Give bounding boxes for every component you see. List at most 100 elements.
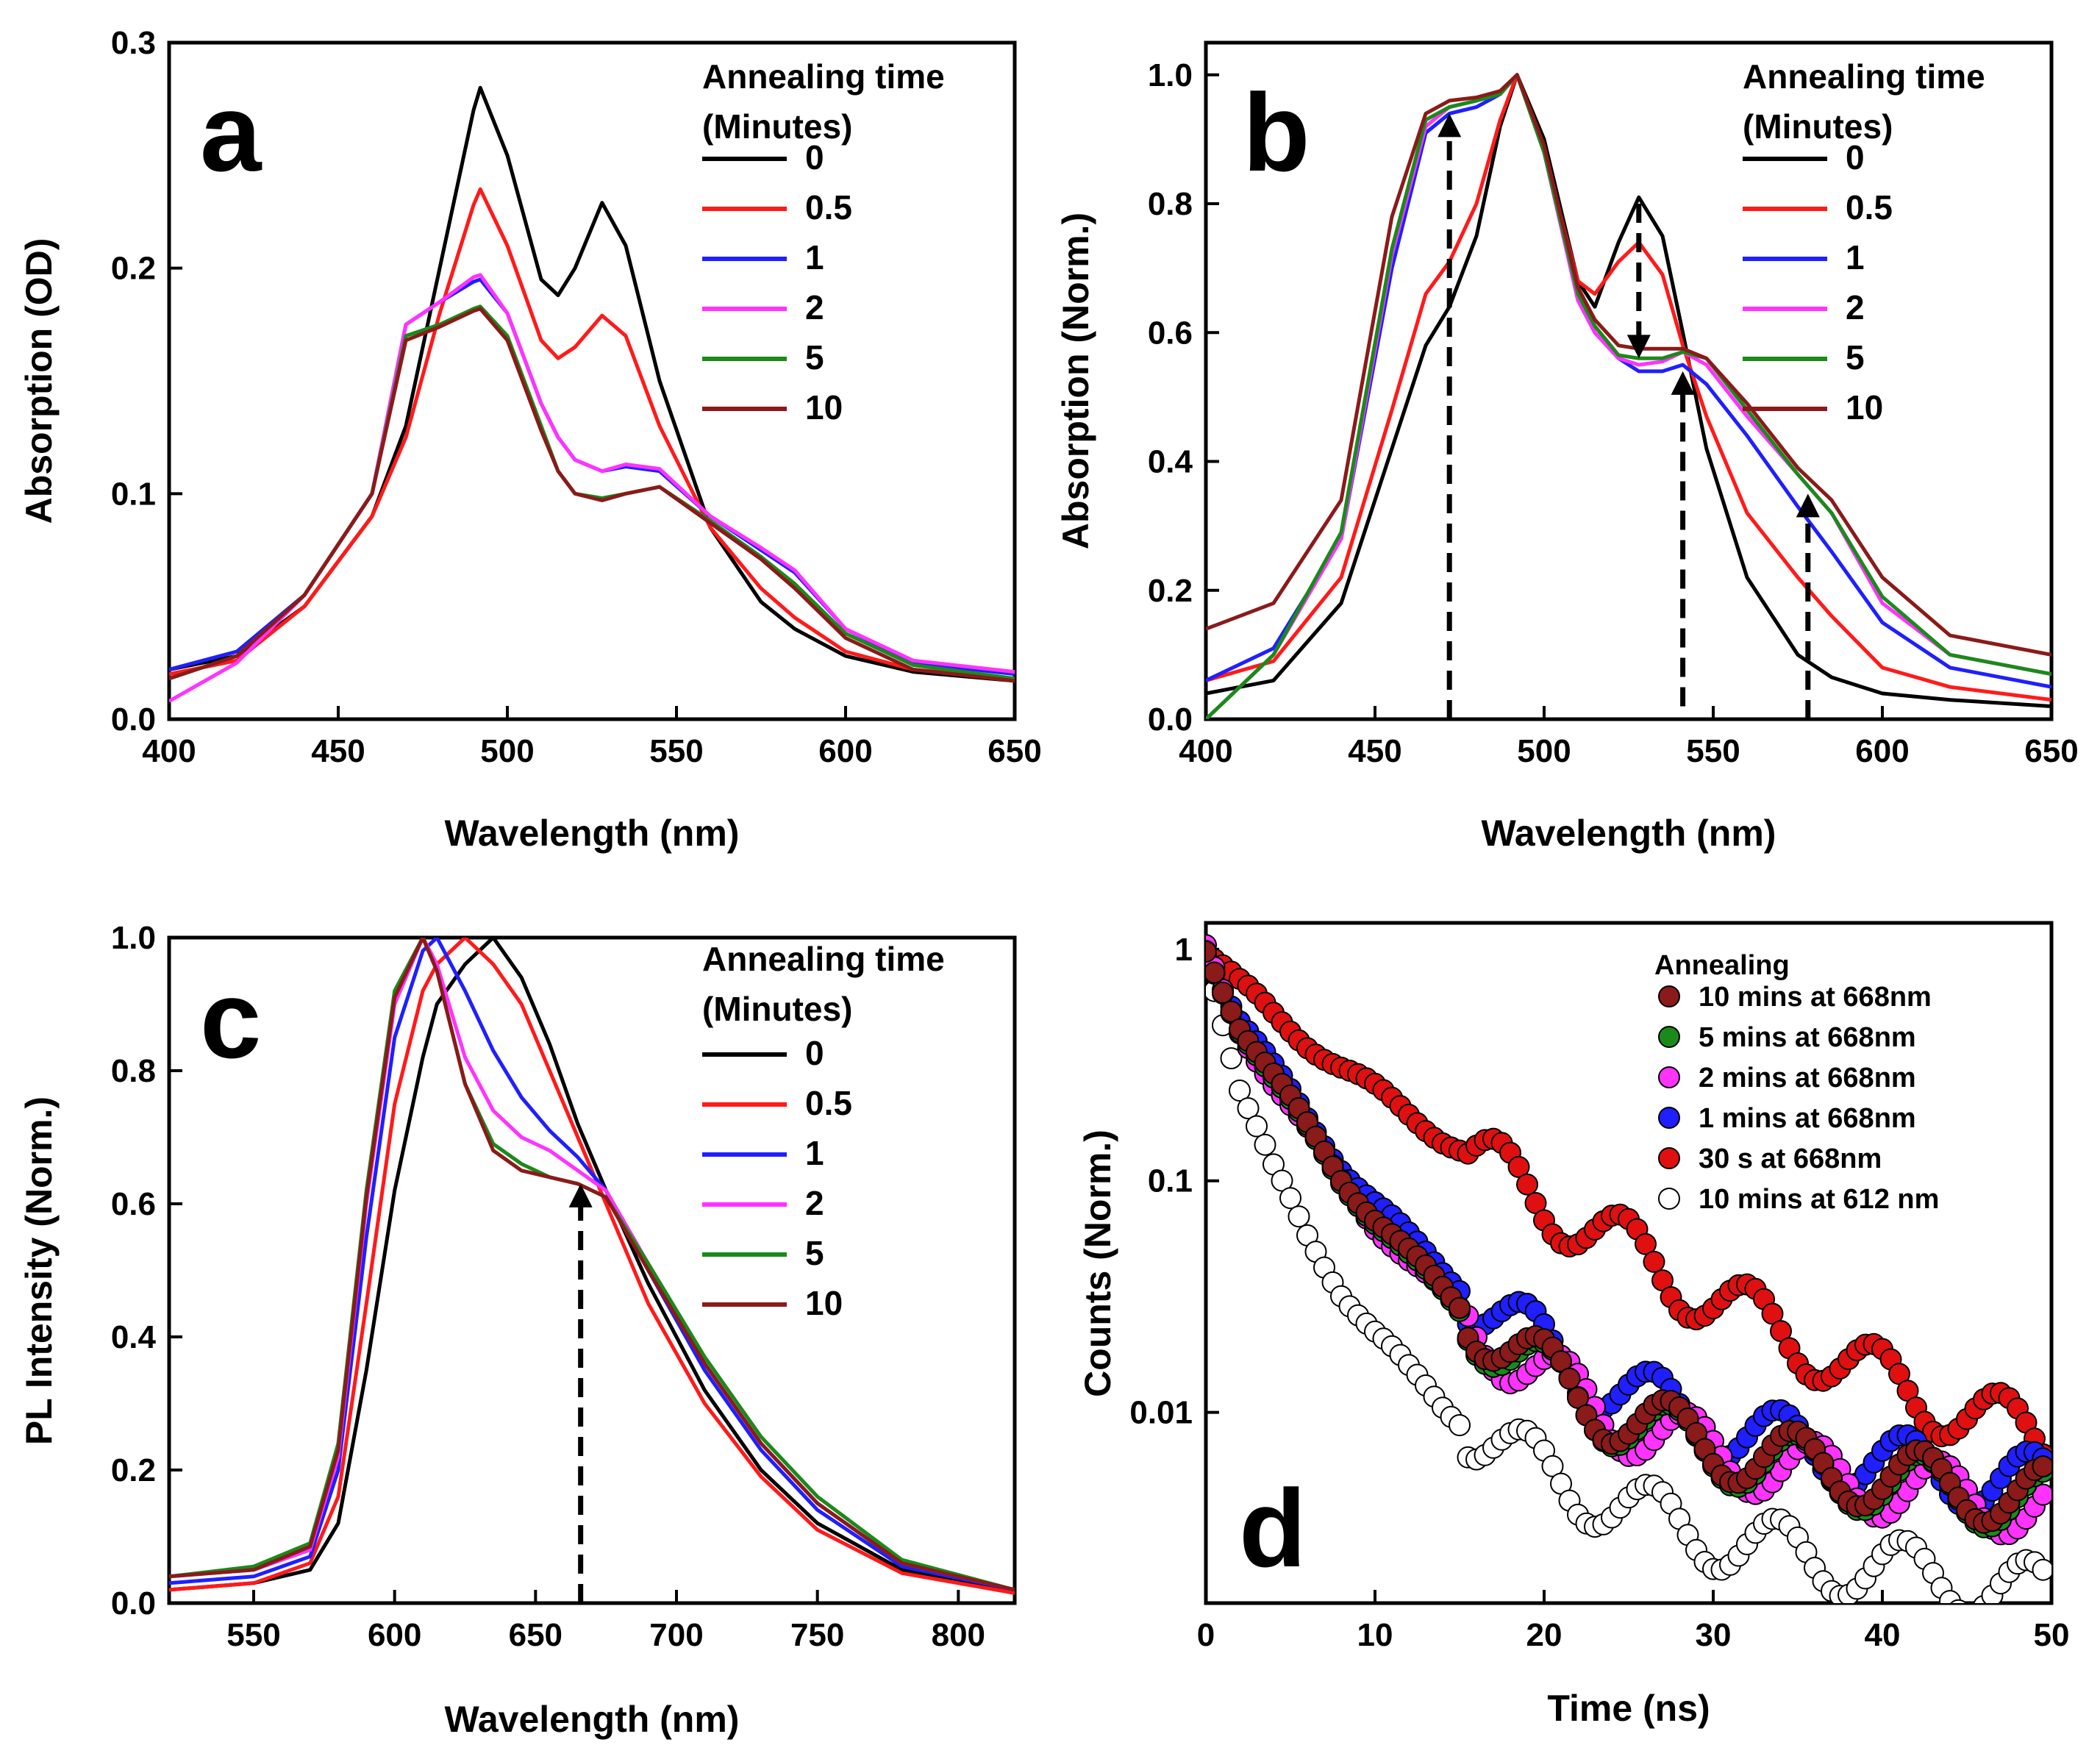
panel-b-arrow-head [1671, 371, 1695, 395]
panel-b-legend-title-1: Annealing time [1743, 57, 1985, 96]
panel-d-point [2032, 1558, 2051, 1581]
panel-b-ytick-label: 0.8 [1148, 186, 1193, 222]
panel-d-point [1206, 961, 1226, 984]
panel-b-series-0-line [1206, 73, 2051, 708]
panel-d-point [1567, 1386, 1589, 1409]
panel-c-legend-label-1: 1 [805, 1134, 824, 1172]
panel-d-point [1516, 1173, 1538, 1196]
panel-c-ylabel: PL Intensity (Norm.) [18, 1096, 60, 1445]
panel-a-xtick-label: 600 [818, 733, 872, 769]
panel-a-series-0.5-line [169, 187, 1015, 681]
panel-c-legend-label-0: 0 [805, 1034, 824, 1072]
panel-a-legend-title-1: Annealing time [702, 57, 945, 96]
panel-b-plot: 400 450 500 550 600 650 0.0 0.2 0.4 0.6 0.8 1.0 0 0.5… [1148, 57, 2079, 769]
panel-c-frame [167, 935, 1017, 1605]
panel-a-xtick-label: 500 [480, 733, 534, 769]
panel-c-legend-label-0.5: 0.5 [805, 1084, 852, 1122]
panel-d-legend-label: 1 mins at 668nm [1699, 1103, 1916, 1134]
panel-b-letter: b [1243, 71, 1310, 194]
panel-d-legend-label: 2 mins at 668nm [1699, 1063, 1916, 1093]
panel-d-point [2032, 1455, 2051, 1478]
panel-d-ylabel: Counts (Norm.) [1077, 1130, 1118, 1397]
panel-b-frame [1204, 40, 2054, 721]
panel-d-point [1507, 1155, 1530, 1178]
panel-c-legend-label-10: 10 [805, 1284, 843, 1322]
panel-d-point [1237, 1097, 1260, 1120]
panel-d-xtick-label: 30 [1696, 1617, 1732, 1653]
panel-a-xtick-label: 400 [142, 733, 196, 769]
panel-b-xtick-label: 400 [1179, 733, 1232, 769]
panel-a-legend-label-10: 10 [805, 388, 843, 427]
panel-d-point [1288, 1205, 1310, 1228]
panel-b-ytick-label: 1.0 [1148, 57, 1193, 93]
panel-d-point [1550, 1350, 1572, 1373]
plot-layer: 400 450 500 550 600 6500.00.10.20.300.5125104… [111, 25, 2079, 1653]
panel-d-point [1212, 981, 1234, 1004]
panel-b-xtick-label: 550 [1686, 733, 1740, 769]
panel-c-legend-title-2: (Minutes) [702, 990, 852, 1028]
panel-c-ytick-label: 0.6 [111, 1186, 156, 1222]
panel-a-series-10-line [169, 307, 1015, 683]
panel-d-point [1229, 1080, 1251, 1102]
panel-d-xtick-label: 50 [2034, 1617, 2070, 1653]
panel-a-legend-label-0.5: 0.5 [805, 188, 852, 226]
panel-c-series-0.5-line [169, 938, 1015, 1595]
panel-b-legend-label-0: 0 [1846, 138, 1865, 176]
panel-a-legend-label-5: 5 [805, 338, 824, 377]
panel-d-point [1220, 1000, 1243, 1023]
panel-d-point [1271, 1169, 1293, 1192]
panel-b-legend-label-2: 2 [1846, 288, 1865, 327]
panel-c-xtick-label: 550 [226, 1617, 280, 1653]
panel-d-ytick-label: 1 [1175, 932, 1193, 968]
panel-a-letter: a [200, 71, 262, 194]
panel-a-ytick-label: 0.3 [111, 25, 156, 61]
panel-d-point [1541, 1455, 1564, 1477]
panel-b-series-5-line [1206, 73, 2051, 719]
panel-a-xlabel: Wavelength (nm) [445, 813, 740, 854]
panel-b-arrow-head [1796, 493, 1820, 518]
panel-c-ytick-label: 0.4 [111, 1319, 157, 1355]
panel-a-legend-label-2: 2 [805, 288, 824, 327]
panel-c-legend-title-1: Annealing time [702, 940, 945, 978]
panel-d-xtick-label: 0 [1197, 1617, 1215, 1653]
panel-a-ytick-label: 0.0 [111, 702, 156, 738]
panel-c-xtick-label: 650 [509, 1617, 562, 1653]
panel-a-frame [167, 40, 1017, 721]
panel-d-legend-marker [1658, 1107, 1680, 1129]
panel-a-legend-label-0: 0 [805, 138, 824, 176]
panel-a: Wavelength (nm) Absorption (OD) a Anneal… [18, 40, 1017, 854]
panel-b-legend-label-10: 10 [1846, 388, 1883, 427]
panel-d-legend-marker [1658, 1026, 1680, 1048]
panel-d-legend-marker [1658, 1066, 1680, 1088]
panel-d-frame [1204, 921, 2054, 1605]
panel-d-legend-marker [1658, 1147, 1680, 1169]
panel-c-xtick-label: 750 [790, 1617, 844, 1653]
panel-b-legend-label-1: 1 [1846, 238, 1865, 276]
panel-d-legend-marker [1658, 985, 1680, 1007]
panel-a-plot: 400 450 500 550 600 650 0.0 0.1 0.2 0.3 0 0.5 1 2 5 10 [111, 25, 1042, 769]
panel-c-ytick-label: 0.2 [111, 1452, 156, 1488]
panel-d-ytick-label: 0.01 [1129, 1395, 1193, 1431]
panel-a-xtick-label: 450 [311, 733, 365, 769]
panel-a-xtick-label: 650 [988, 733, 1041, 769]
panel-d-ytick-label: 0.1 [1148, 1163, 1193, 1199]
panel-d-point [1643, 1250, 1665, 1273]
panel-c-series-1-line [169, 938, 1015, 1592]
panel-b: Wavelength (nm) Absorption (Norm.) b Ann… [1055, 40, 2054, 854]
panel-c-series-0-line [169, 938, 1015, 1595]
panel-c-xlabel: Wavelength (nm) [445, 1699, 740, 1740]
panel-d-point [1279, 1187, 1301, 1210]
panel-c-arrow-head [568, 1183, 593, 1207]
panel-d-point [1220, 1047, 1243, 1070]
panel-d-legend-label: 5 mins at 668nm [1699, 1022, 1916, 1053]
panel-b-xtick-label: 450 [1348, 733, 1401, 769]
panel-d-point [1635, 1232, 1657, 1255]
panel-d-point [1950, 1599, 1967, 1603]
panel-d-xtick-label: 40 [1865, 1617, 1901, 1653]
panel-c-ytick-label: 0.0 [111, 1585, 156, 1621]
panel-d-point [2032, 1483, 2051, 1506]
panel-b-arrow-head [1438, 113, 1462, 138]
panel-b-ytick-label: 0.6 [1148, 315, 1193, 351]
panel-c-xtick-label: 800 [932, 1617, 985, 1653]
